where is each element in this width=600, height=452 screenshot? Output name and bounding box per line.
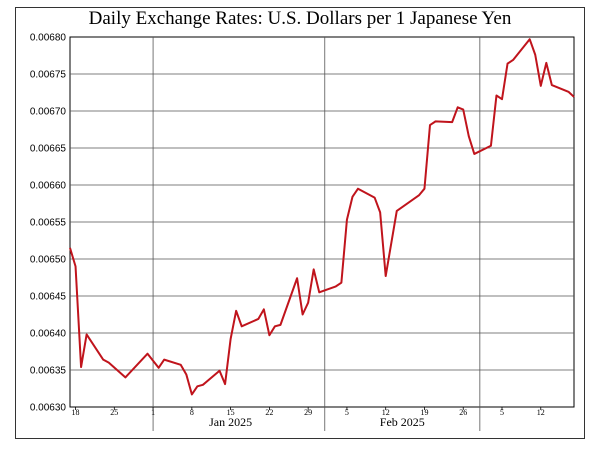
- y-tick-label: 0.00675: [30, 70, 67, 81]
- y-axis-ticks: 0.00630 0.00635 0.00640 0.00645 0.00650 0.006…: [30, 33, 67, 414]
- series-group: [69, 38, 575, 396]
- y-tick-label: 0.00680: [30, 33, 67, 44]
- y-tick-label: 0.00655: [30, 218, 67, 229]
- x-tick-label: 1: [151, 408, 155, 417]
- x-tick-label: 29: [304, 408, 312, 417]
- series-line: [69, 38, 575, 396]
- x-tick-label: 12: [382, 408, 390, 417]
- x-tick-label: 25: [110, 408, 118, 417]
- x-tick-label: 12: [537, 408, 545, 417]
- x-tick-label: 22: [265, 408, 273, 417]
- y-tick-label: 0.00660: [30, 181, 67, 192]
- x-month-label: Jan 2025: [209, 415, 252, 429]
- month-separators: [152, 37, 481, 431]
- y-tick-label: 0.00645: [30, 292, 67, 303]
- y-tick-label: 0.00670: [30, 107, 67, 118]
- y-tick-label: 0.00635: [30, 366, 67, 377]
- y-tick-label: 0.00630: [30, 403, 67, 414]
- y-tick-label: 0.00640: [30, 329, 67, 340]
- x-tick-label: 19: [420, 408, 428, 417]
- x-tick-label: 18: [72, 408, 80, 417]
- y-tick-label: 0.00665: [30, 144, 67, 155]
- x-tick-label: 15: [227, 408, 235, 417]
- x-tick-label: 26: [459, 408, 467, 417]
- x-tick-label: 8: [190, 408, 194, 417]
- grid-lines: [70, 73, 574, 371]
- x-tick-label: 5: [500, 408, 504, 417]
- x-month-label: Feb 2025: [380, 415, 425, 429]
- x-tick-label: 5: [345, 408, 349, 417]
- chart-title: Daily Exchange Rates: U.S. Dollars per 1…: [88, 8, 512, 29]
- y-tick-label: 0.00650: [30, 255, 67, 266]
